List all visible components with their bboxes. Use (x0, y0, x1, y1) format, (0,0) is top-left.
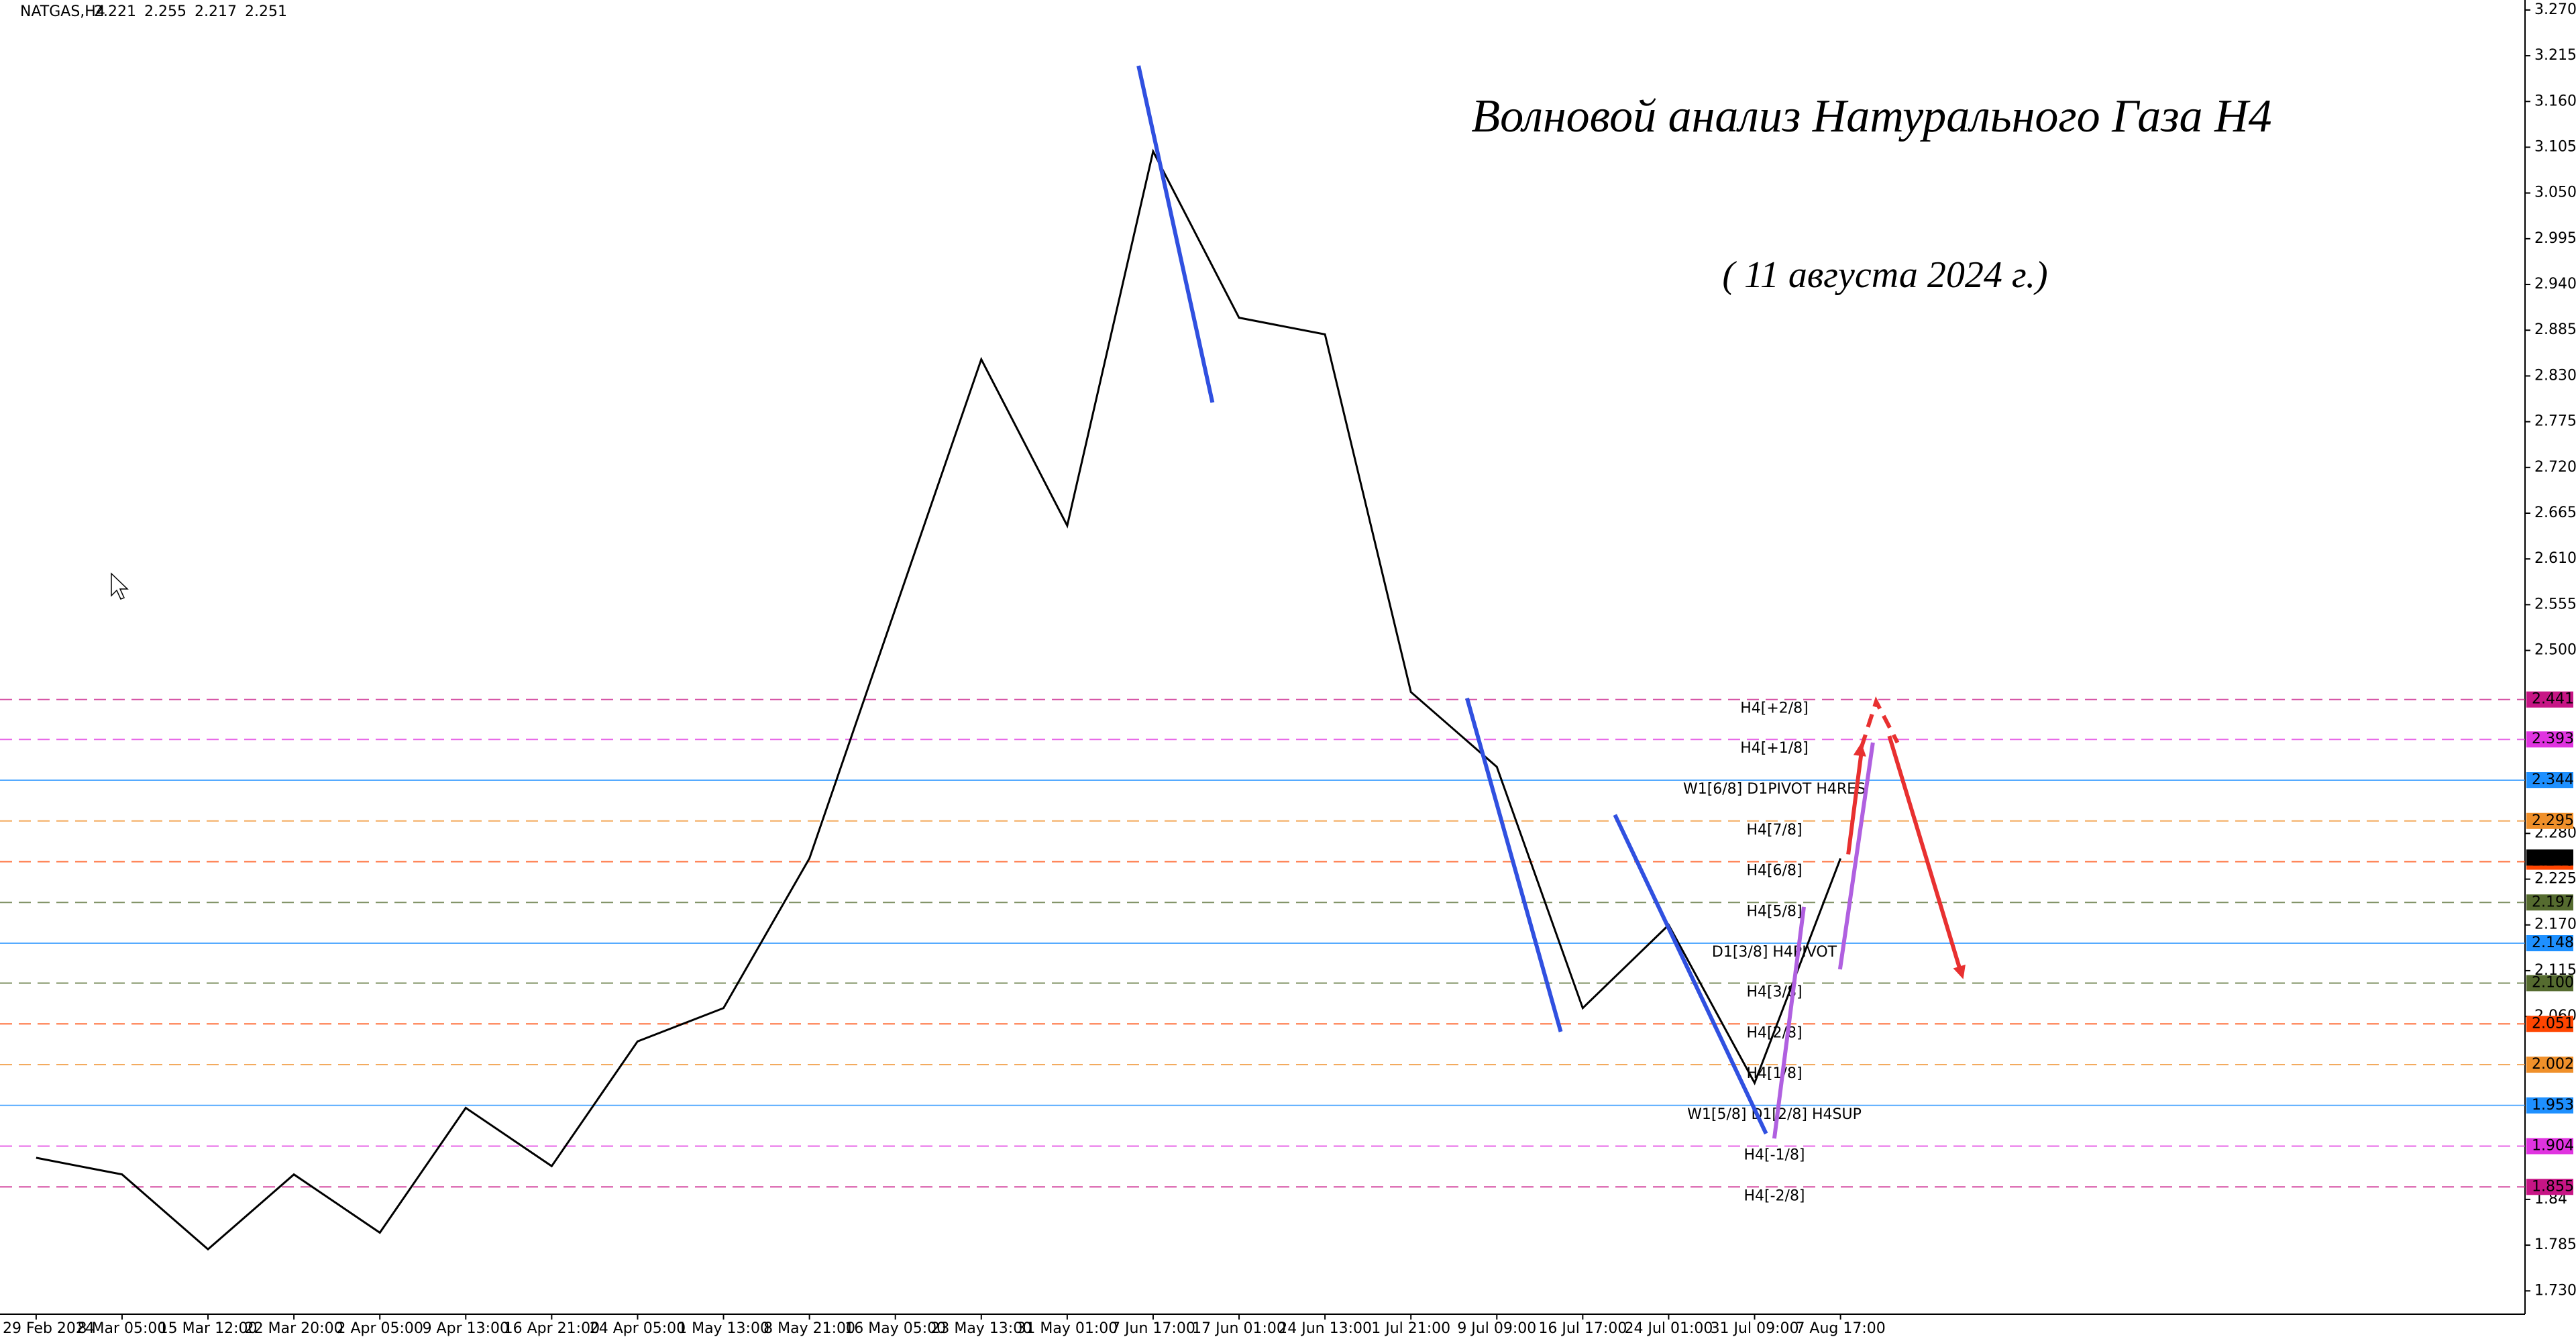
wave-line (1772, 906, 1806, 1139)
x-tick-label: 31 Jul 09:00 (1711, 1320, 1799, 1337)
level-label: H4[+2/8] (1740, 700, 1809, 717)
ohlc-value: 2.255 (144, 3, 186, 20)
wave-line (1837, 742, 1875, 970)
x-tick-label: 24 Jul 01:00 (1624, 1320, 1713, 1337)
level-label: H4[-1/8] (1743, 1147, 1805, 1164)
x-tick-label: 24 Jun 13:00 (1278, 1320, 1372, 1337)
ohlc-value: 2.217 (195, 3, 237, 20)
level-label: W1[6/8] D1PIVOT H4RES (1683, 781, 1866, 798)
level-price: 1.855 (2532, 1178, 2574, 1195)
level-label: H4[-2/8] (1743, 1187, 1805, 1204)
y-tick-label: 3.160 (2534, 93, 2576, 109)
level-price-box (2526, 975, 2573, 992)
level-price: 1.953 (2532, 1097, 2574, 1114)
wave-line (1136, 65, 1215, 403)
level-price-box (2526, 1016, 2573, 1032)
level-label: H4[+1/8] (1740, 740, 1809, 757)
current-price-box (2526, 849, 2573, 866)
chart-title: Волновой анализ Натурального Газа Н4 (1471, 91, 2271, 142)
level-price: 2.148 (2532, 934, 2574, 951)
level-label: H4[5/8] (1746, 903, 1802, 920)
level-price-box (2526, 1138, 2573, 1155)
y-tick-label: 3.105 (2534, 138, 2576, 155)
level-price-box (2526, 1097, 2573, 1114)
level-price-box (2526, 1057, 2573, 1073)
x-tick-label: 8 May 21:00 (763, 1320, 855, 1337)
level-price: 2.344 (2532, 771, 2574, 788)
level-price: 2.100 (2532, 975, 2574, 992)
arrow-head (1953, 964, 1966, 979)
x-tick-label: 24 Apr 05:00 (590, 1320, 686, 1337)
y-tick-label: 2.720 (2534, 459, 2576, 476)
level-price-box (2526, 1179, 2573, 1195)
forecast-line (1846, 752, 1864, 855)
ohlc-value: 2.221 (94, 3, 136, 20)
x-tick-label: 7 Aug 17:00 (1795, 1320, 1885, 1337)
y-tick-label: 3.270 (2534, 1, 2576, 18)
x-tick-label: 29 Feb 2024 (3, 1320, 95, 1337)
forecast-line (1859, 696, 1900, 749)
level-price-box (2526, 772, 2573, 789)
mouse-cursor (111, 572, 129, 600)
y-tick-label: 2.940 (2534, 276, 2576, 292)
forecast-line (1887, 735, 1962, 970)
y-tick-label: 2.665 (2534, 504, 2576, 521)
x-tick-label: 16 May 05:00 (845, 1320, 946, 1337)
level-label: W1[5/8] D1[2/8] H4SUP (1687, 1106, 1862, 1123)
y-tick-label: 2.500 (2534, 642, 2576, 659)
y-tick-label: 1.730 (2534, 1282, 2576, 1299)
level-price-box (2526, 935, 2573, 952)
level-price: 2.295 (2532, 812, 2574, 829)
x-tick-label: 17 Jun 01:00 (1192, 1320, 1286, 1337)
level-price-box (2526, 812, 2573, 829)
level-label: H4[7/8] (1746, 822, 1802, 839)
level-price: 2.002 (2532, 1056, 2574, 1073)
x-tick-label: 15 Mar 12:00 (159, 1320, 258, 1337)
level-price-box (2526, 691, 2573, 708)
x-tick-label: 2 Apr 05:00 (336, 1320, 423, 1337)
price-line (36, 148, 1842, 1251)
chart-subtitle: ( 11 августа 2024 г.) (1722, 254, 2047, 296)
x-tick-label: 9 Jul 09:00 (1457, 1320, 1536, 1337)
level-price: 2.393 (2532, 731, 2574, 747)
y-tick-label: 3.050 (2534, 184, 2576, 201)
x-tick-label: 22 Mar 20:00 (245, 1320, 343, 1337)
level-price-box (2526, 731, 2573, 748)
x-tick-label: 16 Jul 17:00 (1538, 1320, 1627, 1337)
x-tick-label: 8 Mar 05:00 (78, 1320, 167, 1337)
x-tick-label: 31 May 01:00 (1016, 1320, 1118, 1337)
y-tick-label: 2.830 (2534, 367, 2576, 384)
y-tick-label: 2.170 (2534, 916, 2576, 933)
symbol: NATGAS,H4 (20, 3, 105, 20)
level-price: 2.051 (2532, 1015, 2574, 1032)
x-tick-label: 7 Jun 17:00 (1111, 1320, 1195, 1337)
ohlc-value: 2.251 (245, 3, 287, 20)
x-tick-label: 1 May 13:00 (678, 1320, 769, 1337)
x-tick-label: 23 May 13:00 (930, 1320, 1032, 1337)
current-price: 2.251 (2532, 849, 2574, 865)
level-price: 2.197 (2532, 894, 2574, 910)
x-tick-label: 1 Jul 21:00 (1371, 1320, 1450, 1337)
level-label: H4[6/8] (1746, 863, 1802, 879)
level-label: D1[3/8] H4PIVOT (1712, 944, 1837, 961)
y-tick-label: 1.785 (2534, 1236, 2576, 1253)
y-tick-label: 2.225 (2534, 871, 2576, 888)
arrow-head (1853, 742, 1866, 757)
y-tick-label: 2.775 (2534, 413, 2576, 430)
level-price: 1.904 (2532, 1138, 2574, 1155)
y-tick-label: 2.610 (2534, 550, 2576, 567)
y-tick-label: 3.215 (2534, 47, 2576, 64)
wave-line (1613, 814, 1768, 1135)
wave-line (1465, 698, 1563, 1032)
y-tick-label: 2.995 (2534, 230, 2576, 247)
x-tick-label: 16 Apr 21:00 (504, 1320, 600, 1337)
y-tick-label: 2.885 (2534, 321, 2576, 338)
level-price: 2.441 (2532, 691, 2574, 708)
x-tick-label: 9 Apr 13:00 (423, 1320, 509, 1337)
y-tick-label: 2.555 (2534, 596, 2576, 612)
level-price-box (2526, 894, 2573, 911)
